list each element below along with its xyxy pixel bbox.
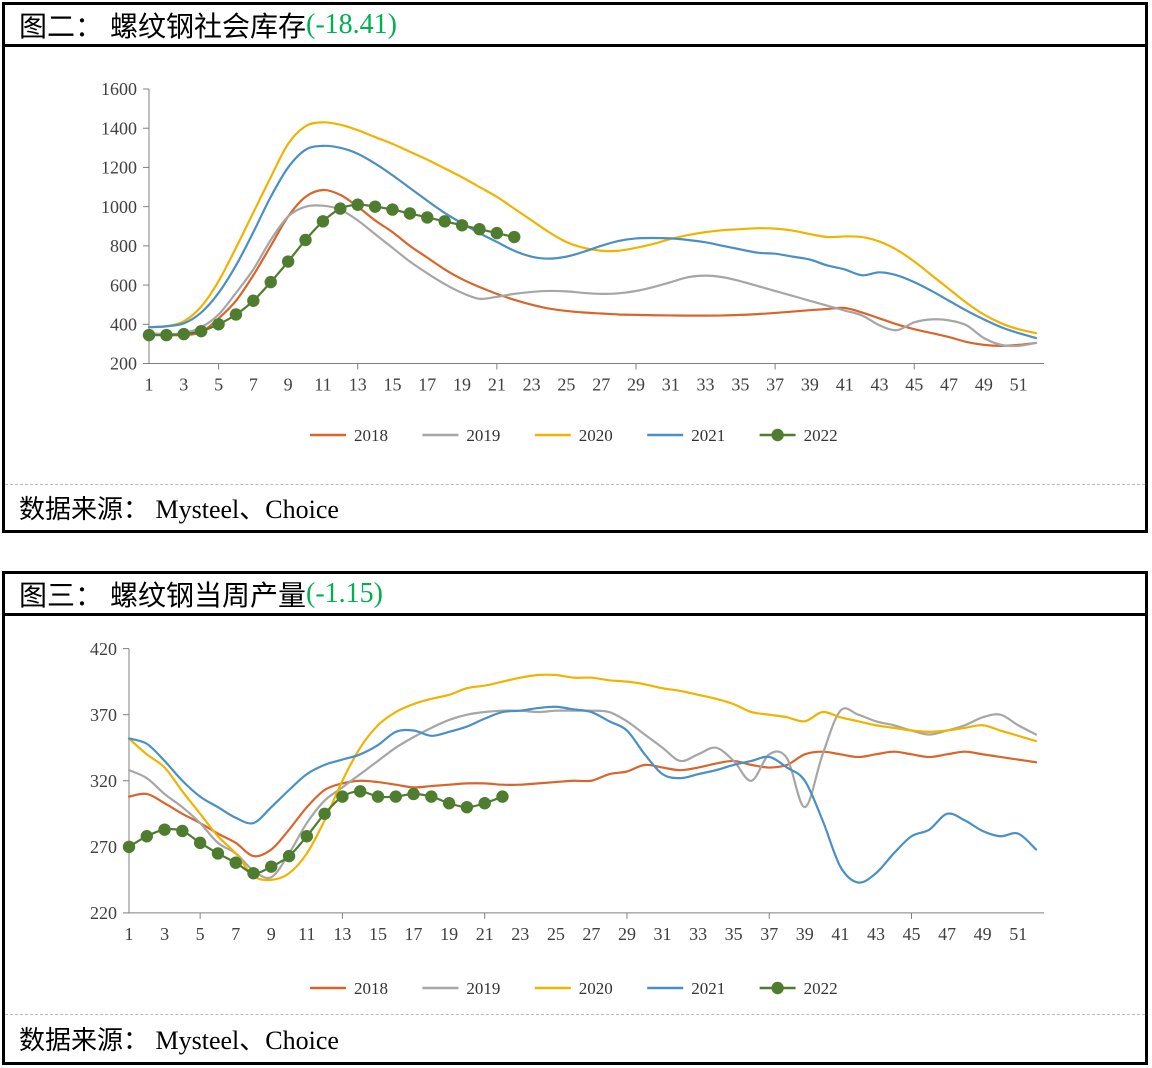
- svg-text:51: 51: [1009, 924, 1027, 944]
- svg-text:7: 7: [249, 375, 258, 395]
- svg-text:600: 600: [110, 275, 137, 295]
- svg-text:11: 11: [298, 924, 315, 944]
- svg-text:37: 37: [766, 375, 784, 395]
- svg-text:15: 15: [383, 375, 401, 395]
- svg-text:49: 49: [974, 924, 992, 944]
- svg-text:43: 43: [870, 375, 888, 395]
- svg-text:2020: 2020: [579, 979, 613, 998]
- svg-text:19: 19: [453, 375, 471, 395]
- svg-text:3: 3: [179, 375, 188, 395]
- svg-text:13: 13: [349, 375, 367, 395]
- svg-text:270: 270: [90, 837, 117, 857]
- svg-text:33: 33: [689, 924, 707, 944]
- svg-text:51: 51: [1010, 375, 1028, 395]
- svg-text:31: 31: [654, 924, 672, 944]
- svg-text:5: 5: [214, 375, 223, 395]
- svg-text:29: 29: [627, 375, 645, 395]
- svg-text:1: 1: [145, 375, 154, 395]
- svg-text:29: 29: [618, 924, 636, 944]
- svg-text:2018: 2018: [354, 426, 388, 445]
- svg-text:39: 39: [796, 924, 814, 944]
- svg-text:11: 11: [314, 375, 331, 395]
- svg-text:15: 15: [369, 924, 387, 944]
- svg-text:41: 41: [836, 375, 854, 395]
- svg-text:35: 35: [725, 924, 743, 944]
- svg-text:25: 25: [547, 924, 565, 944]
- svg-text:17: 17: [405, 924, 423, 944]
- svg-text:370: 370: [90, 705, 117, 725]
- svg-text:23: 23: [523, 375, 541, 395]
- svg-text:200: 200: [110, 354, 137, 374]
- svg-text:17: 17: [418, 375, 436, 395]
- svg-text:1000: 1000: [101, 197, 137, 217]
- svg-text:13: 13: [333, 924, 351, 944]
- svg-text:19: 19: [440, 924, 458, 944]
- svg-text:420: 420: [90, 639, 117, 659]
- svg-text:31: 31: [662, 375, 680, 395]
- svg-text:1400: 1400: [101, 118, 137, 138]
- svg-text:2018: 2018: [354, 979, 388, 998]
- svg-text:1: 1: [125, 924, 134, 944]
- svg-text:43: 43: [867, 924, 885, 944]
- svg-text:1600: 1600: [101, 79, 137, 99]
- svg-text:220: 220: [90, 903, 117, 923]
- svg-text:47: 47: [938, 924, 956, 944]
- svg-text:21: 21: [488, 375, 506, 395]
- svg-text:800: 800: [110, 236, 137, 256]
- svg-text:3: 3: [160, 924, 169, 944]
- svg-text:41: 41: [831, 924, 849, 944]
- svg-text:1200: 1200: [101, 158, 137, 178]
- svg-text:2022: 2022: [804, 979, 838, 998]
- svg-text:2019: 2019: [466, 426, 500, 445]
- svg-text:400: 400: [110, 314, 137, 334]
- svg-text:45: 45: [905, 375, 923, 395]
- svg-text:23: 23: [511, 924, 529, 944]
- svg-text:9: 9: [284, 375, 293, 395]
- svg-text:2021: 2021: [691, 426, 725, 445]
- svg-text:45: 45: [903, 924, 921, 944]
- svg-text:21: 21: [476, 924, 494, 944]
- svg-text:25: 25: [557, 375, 575, 395]
- svg-text:47: 47: [940, 375, 958, 395]
- svg-text:27: 27: [592, 375, 610, 395]
- svg-text:320: 320: [90, 771, 117, 791]
- svg-text:27: 27: [582, 924, 600, 944]
- svg-text:49: 49: [975, 375, 993, 395]
- svg-text:2022: 2022: [804, 426, 838, 445]
- svg-text:9: 9: [267, 924, 276, 944]
- svg-text:37: 37: [760, 924, 778, 944]
- svg-text:2020: 2020: [579, 426, 613, 445]
- svg-text:7: 7: [231, 924, 240, 944]
- svg-text:5: 5: [196, 924, 205, 944]
- svg-text:2019: 2019: [466, 979, 500, 998]
- svg-text:33: 33: [697, 375, 715, 395]
- svg-text:39: 39: [801, 375, 819, 395]
- svg-text:2021: 2021: [691, 979, 725, 998]
- svg-text:35: 35: [731, 375, 749, 395]
